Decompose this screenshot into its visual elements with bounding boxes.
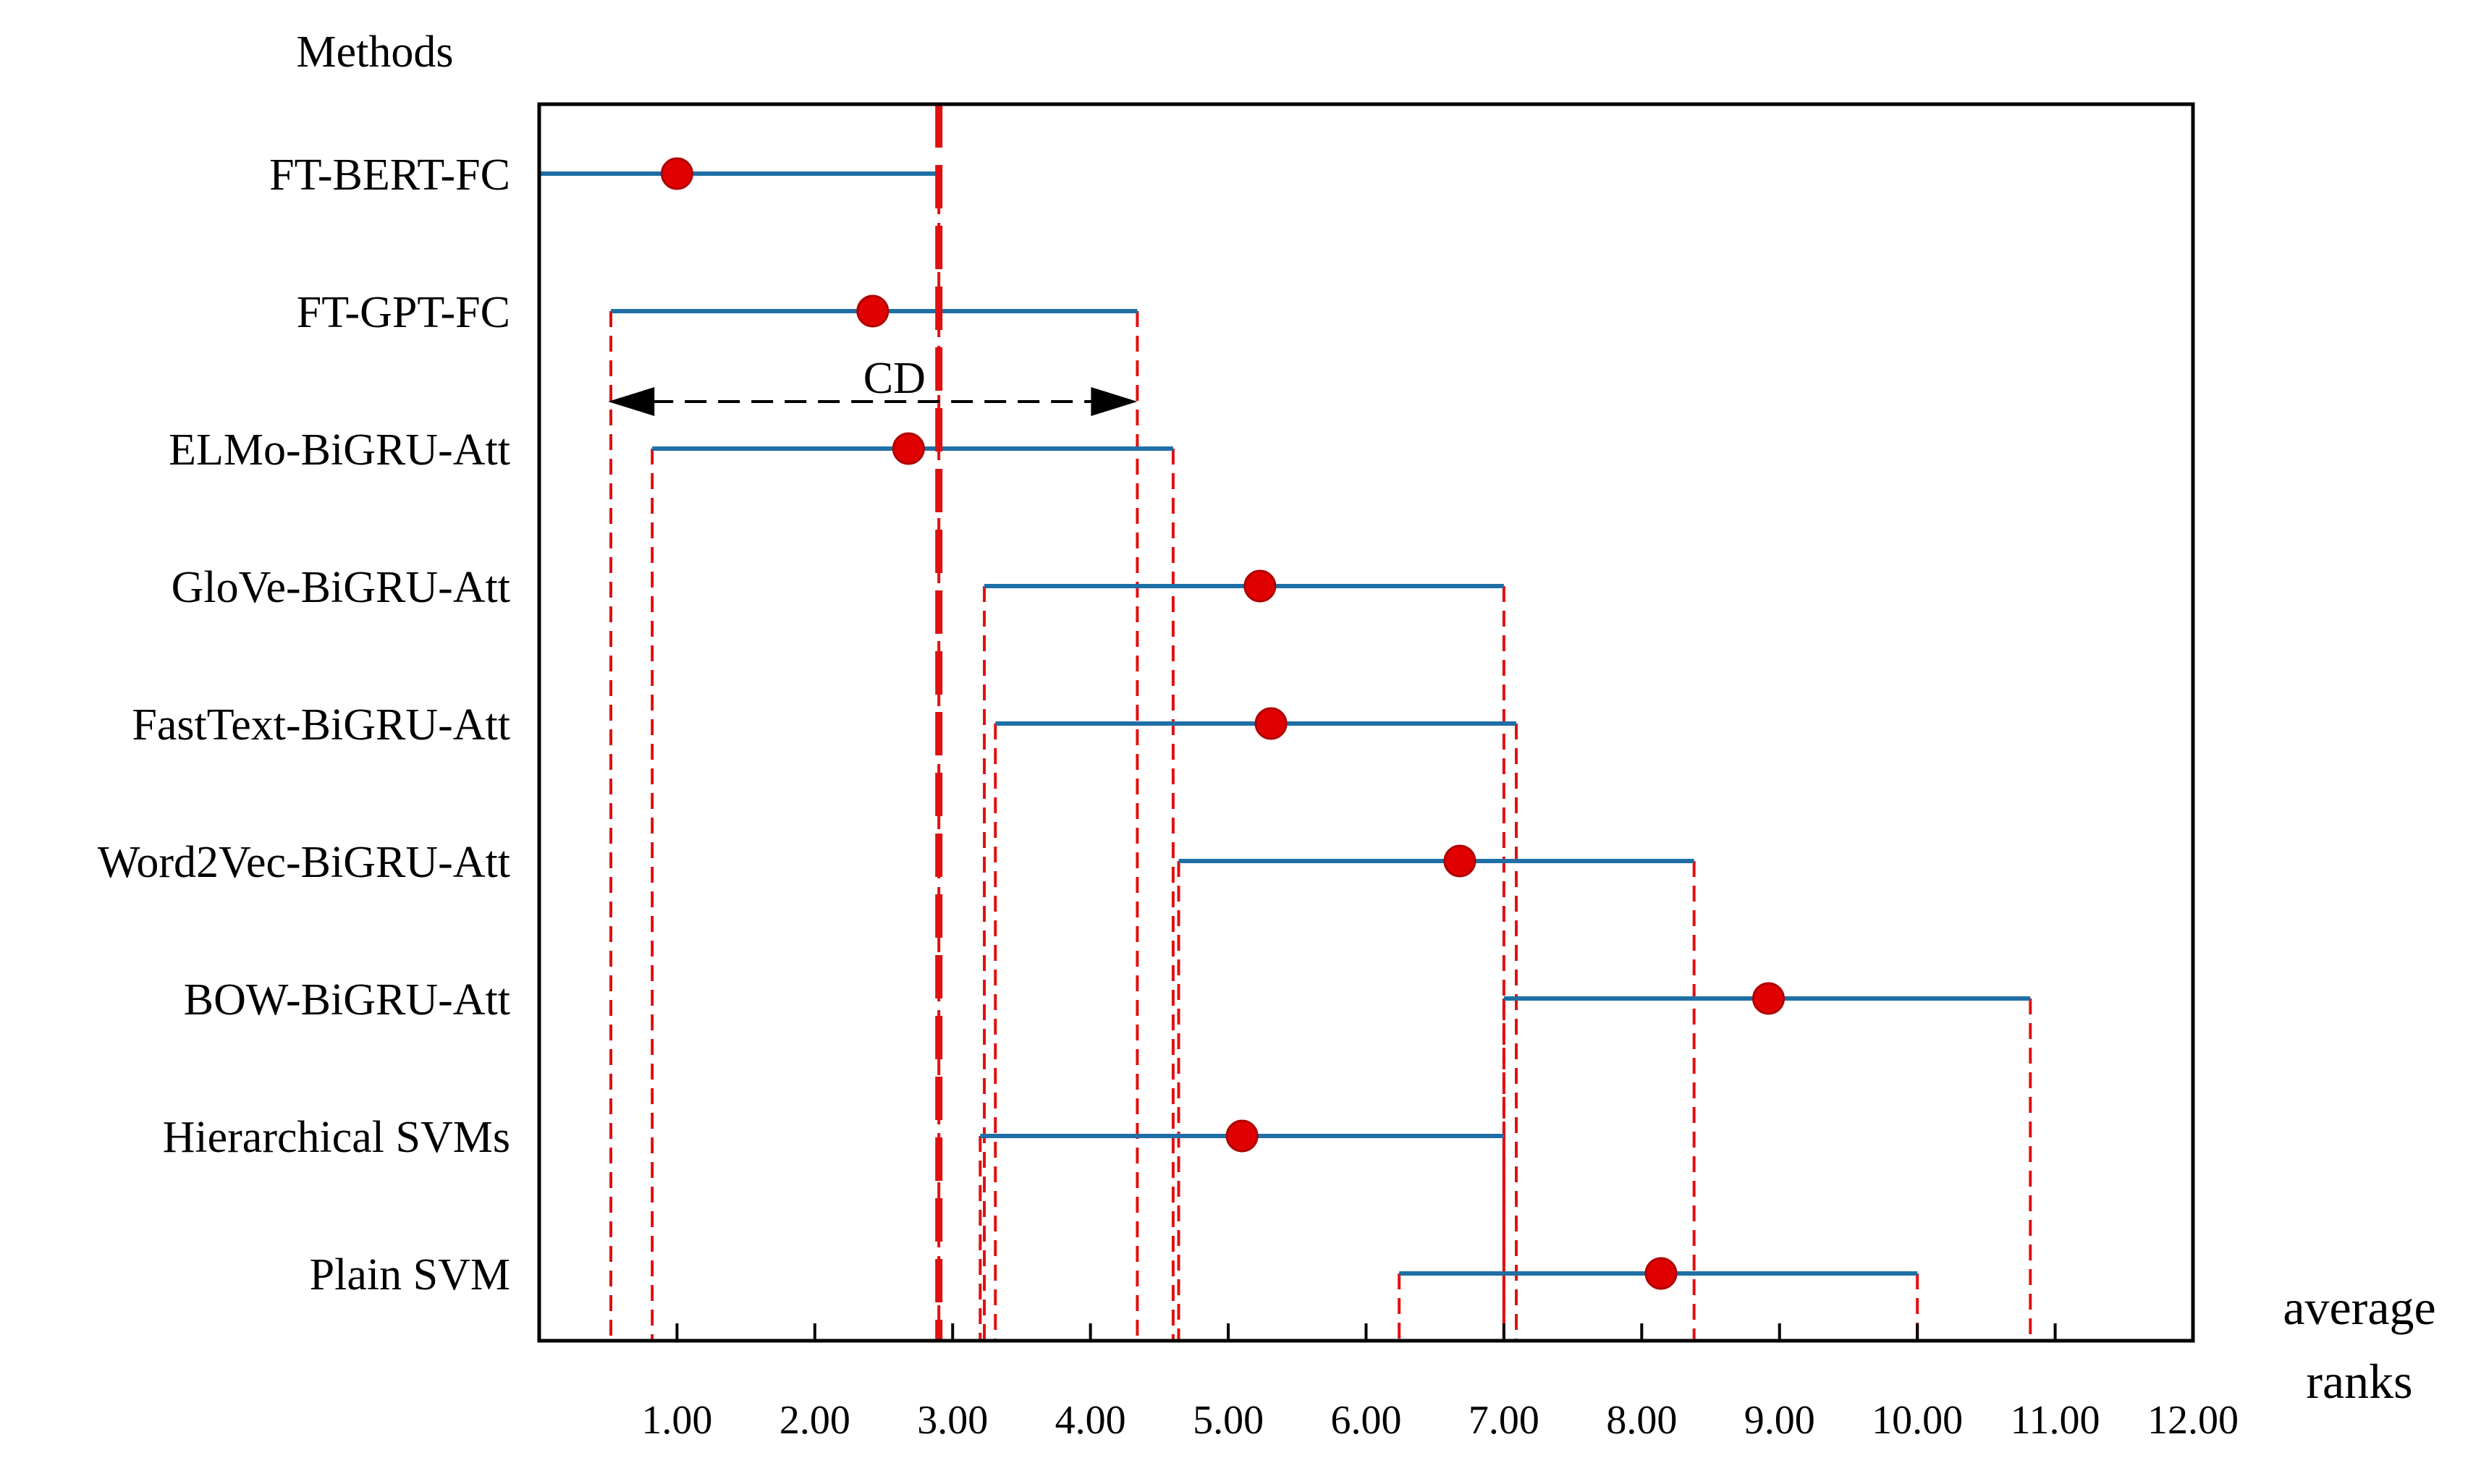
x-axis-label-line1: average	[2283, 1280, 2435, 1335]
x-axis-label-line2: ranks	[2306, 1354, 2412, 1409]
method-label: FT-BERT-FC	[269, 150, 510, 200]
method-label: GloVe-BiGRU-Att	[172, 563, 510, 612]
rank-marker	[856, 294, 889, 328]
rank-marker	[660, 157, 693, 190]
rank-marker	[1254, 707, 1288, 740]
x-axis-ticks: 1.00 2.00 3.00 4.00 5.00 6.00 7.00 8.00 9.00 10.0…	[641, 1323, 2239, 1443]
x-tick-label: 9.00	[1744, 1398, 1815, 1443]
x-tick-label: 12.00	[2147, 1398, 2239, 1443]
rank-marker	[1225, 1119, 1259, 1153]
cd-label: CD	[863, 354, 926, 403]
method-label: Plain SVM	[310, 1250, 510, 1299]
x-tick-label: 2.00	[779, 1398, 850, 1443]
x-tick-label: 7.00	[1468, 1398, 1539, 1443]
method-label: FT-GPT-FC	[297, 288, 510, 337]
rank-marker	[892, 432, 925, 465]
method-label: Word2Vec-BiGRU-Att	[98, 838, 510, 887]
method-labels: FT-BERT-FC FT-GPT-FC ELMo-BiGRU-Att GloVe-B…	[98, 150, 510, 1299]
rank-marker	[1644, 1257, 1678, 1290]
y-axis-label: Methods	[297, 27, 454, 77]
x-tick-label: 10.00	[1872, 1398, 1963, 1443]
x-tick-label: 6.00	[1331, 1398, 1402, 1443]
x-tick-label: 11.00	[2011, 1398, 2100, 1443]
rank-marker	[1443, 844, 1476, 878]
method-label: BOW-BiGRU-Att	[184, 975, 510, 1025]
rank-marker	[1752, 982, 1786, 1015]
guide-lines	[609, 174, 2032, 1341]
rank-intervals	[539, 157, 2031, 1290]
method-label: Hierarchical SVMs	[163, 1113, 510, 1162]
x-tick-label: 4.00	[1055, 1398, 1126, 1443]
cd-annotation-group: CD	[608, 354, 1138, 416]
rank-marker	[1243, 569, 1277, 603]
x-tick-label: 1.00	[641, 1398, 712, 1443]
cd-arrowhead-right	[1091, 387, 1138, 416]
x-tick-label: 3.00	[917, 1398, 988, 1443]
method-label: ELMo-BiGRU-Att	[169, 425, 510, 475]
x-tick-label: 5.00	[1193, 1398, 1264, 1443]
cd-arrowhead-left	[608, 387, 655, 416]
x-tick-label: 8.00	[1606, 1398, 1677, 1443]
method-label: FastText-BiGRU-Att	[132, 700, 510, 750]
